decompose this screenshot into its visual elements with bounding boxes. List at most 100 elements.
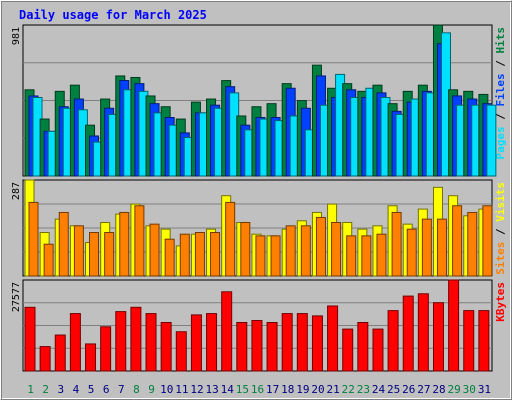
sites-bar [73,225,84,277]
day-tick-label: 8 [133,383,140,396]
kbytes-bar [432,302,444,372]
sites-bar [43,243,54,277]
day-axis: 1 2 3 4 5 6 7 8 9 10 11 12 13 14 15 16 17 18 19 20 21 22 23 24 2… [27,383,491,396]
sites-bar [376,233,387,277]
kbytes-bar [160,321,172,372]
sites-bar [452,205,463,277]
sites-bar [240,221,251,277]
kbytes-bar [115,311,127,372]
day-tick-label: 18 [281,383,294,396]
kbytes-bar [54,334,66,372]
series-label-kbytes: KBytes [494,282,507,322]
day-tick-label: 31 [478,383,491,396]
sites-bar [255,235,266,277]
kbytes-bar [417,293,429,372]
sites-bar [58,211,69,277]
series-label-sites: Sites [494,242,507,275]
day-tick-label: 22 [342,383,355,396]
sites-bar [331,221,342,277]
kbytes-bar [175,331,187,372]
day-tick-label: 20 [311,383,324,396]
sites-bar [406,228,417,277]
kbytes-bar [478,310,490,372]
kbytes-bar [39,346,51,372]
kbytes-bar [296,313,308,372]
day-tick-label: 1 [27,383,34,396]
kbytes-bar [251,320,263,372]
day-tick-label: 28 [432,383,445,396]
day-tick-label: 12 [190,383,203,396]
series-label-pages: Pages [494,126,507,159]
kbytes-bar [402,295,414,372]
kbytes-panel: 27577 KBytes [11,279,507,372]
sites-bar [149,223,160,277]
day-tick-label: 27 [417,383,430,396]
day-tick-label: 16 [251,383,264,396]
day-tick-label: 30 [463,383,476,396]
kbytes-bar [236,321,248,372]
kbytes-bar [448,279,460,372]
kbytes-bar [311,315,323,372]
kbytes-bar [342,328,354,372]
sites-bar [315,216,326,277]
sites-bar [164,238,175,277]
visits-sites-panel: 287 Sites / Visits [11,179,507,277]
day-tick-label: 9 [148,383,155,396]
day-tick-label: 4 [73,383,80,396]
kbytes-bar [327,305,339,372]
kbytes-bar [190,314,202,372]
kbytes-bar [85,343,97,372]
sites-bar [391,211,402,277]
series-label-files: Files [494,73,507,106]
sites-bar [421,218,432,277]
kbytes-bar [24,306,36,372]
day-tick-label: 13 [205,383,218,396]
day-tick-label: 21 [327,383,340,396]
day-tick-label: 5 [88,383,95,396]
series-label-separator: / [494,54,507,74]
sites-bar [467,211,478,277]
kbytes-ymax-label: 27577 [11,282,22,312]
series-label-visits: Visits [494,182,507,222]
sites-bar [346,235,357,277]
sites-bar [194,232,205,277]
sites-bar [28,201,39,277]
kbytes-bar [281,313,293,372]
day-tick-label: 17 [266,383,279,396]
hits-files-pages-ymax-label: 981 [11,27,22,45]
kbytes-bar [130,306,142,372]
day-tick-label: 29 [448,383,461,396]
pages-bar [486,104,497,177]
day-tick-label: 3 [58,383,65,396]
kbytes-bar [221,291,233,372]
day-tick-label: 24 [372,383,386,396]
hits-files-pages-panel: 981 Pages / Files / Hits [11,24,507,177]
day-tick-label: 6 [103,383,110,396]
sites-bar [89,232,100,277]
kbytes-bar [69,313,81,372]
sites-bar [300,225,311,277]
series-label-separator: / [494,107,507,127]
kbytes-series-label: KBytes [494,282,507,322]
kbytes-bar [372,328,384,372]
sites-bar [134,205,145,277]
day-tick-label: 7 [118,383,125,396]
sites-bar [270,235,281,277]
sites-bar [482,205,493,277]
kbytes-bar [266,321,278,372]
day-tick-label: 10 [160,383,173,396]
kbytes-bar [206,313,218,372]
day-tick-label: 19 [296,383,309,396]
day-tick-label: 26 [402,383,415,396]
kbytes-bar [145,313,157,372]
sites-bar [361,235,372,277]
day-tick-label: 23 [357,383,370,396]
hits-files-pages-series-label: Pages / Files / Hits [494,27,507,160]
day-tick-label: 15 [236,383,249,396]
kbytes-bar [100,326,112,372]
sites-bar [104,232,115,277]
kbytes-bar [387,310,399,372]
sites-bar [436,218,447,277]
